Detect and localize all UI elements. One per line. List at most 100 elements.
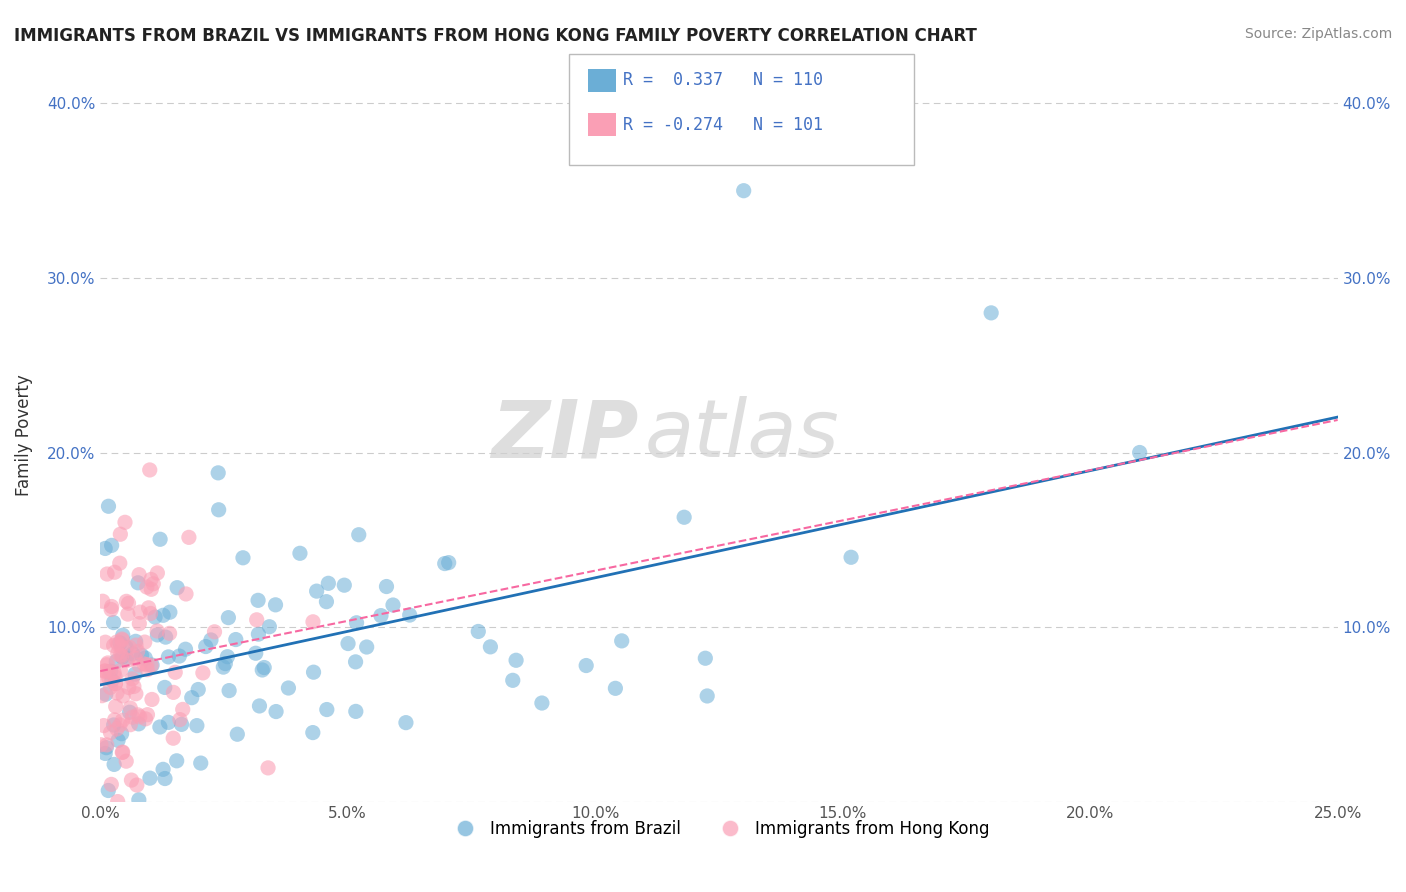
Point [104, 699, 127, 714]
Point [105, 635, 128, 649]
Point [152, 762, 174, 776]
Point [103, 615, 125, 630]
Point [115, 754, 138, 768]
Point [128, 658, 150, 673]
Point [100, 538, 122, 552]
Point [288, 546, 311, 560]
Point [128, 793, 150, 807]
Point [264, 705, 287, 719]
Point [246, 613, 269, 627]
Point [118, 640, 141, 655]
Point [207, 466, 229, 480]
Point [136, 663, 159, 677]
Point [107, 638, 129, 652]
Point [212, 660, 235, 674]
Point [127, 575, 149, 590]
Point [146, 624, 169, 638]
Point [101, 673, 124, 688]
Point [94, 541, 117, 556]
Point [100, 664, 122, 678]
Point [149, 533, 172, 547]
Point [191, 665, 214, 680]
Point [111, 632, 134, 647]
Point [125, 687, 148, 701]
Point [105, 722, 128, 736]
Point [398, 608, 420, 623]
Point [177, 530, 200, 544]
Point [370, 608, 392, 623]
Point [108, 556, 131, 570]
Point [165, 665, 187, 680]
Point [121, 672, 143, 686]
Point [128, 616, 150, 631]
Point [139, 658, 162, 673]
Point [111, 650, 134, 665]
Point [125, 638, 148, 652]
Point [143, 610, 166, 624]
Point [159, 626, 181, 640]
Point [115, 640, 138, 655]
Point [155, 630, 177, 644]
Point [157, 649, 180, 664]
Point [152, 608, 174, 623]
Point [153, 681, 176, 695]
Point [114, 516, 136, 530]
Point [94, 635, 117, 649]
Point [136, 707, 159, 722]
Legend: Immigrants from Brazil, Immigrants from Hong Kong: Immigrants from Brazil, Immigrants from … [441, 814, 997, 845]
Point [149, 720, 172, 734]
Point [97, 671, 120, 685]
Point [141, 692, 163, 706]
Point [264, 598, 287, 612]
Point [128, 567, 150, 582]
Point [247, 627, 270, 641]
Point [225, 632, 247, 647]
Point [132, 657, 155, 671]
Point [93, 670, 115, 684]
Point [214, 657, 236, 671]
Point [91, 594, 114, 608]
Point [226, 727, 249, 741]
Point [839, 550, 862, 565]
Point [100, 681, 122, 695]
Point [131, 648, 153, 663]
Point [217, 649, 239, 664]
Point [302, 615, 325, 629]
Point [356, 640, 378, 654]
Point [166, 581, 188, 595]
Point [257, 761, 280, 775]
Point [190, 756, 212, 770]
Point [135, 657, 157, 672]
Point [344, 705, 367, 719]
Point [141, 658, 163, 673]
Point [208, 502, 231, 516]
Point [118, 705, 141, 719]
Point [94, 747, 117, 761]
Point [146, 628, 169, 642]
Point [103, 718, 125, 732]
Point [100, 602, 122, 616]
Point [696, 689, 718, 703]
Point [96, 738, 118, 752]
Point [375, 580, 398, 594]
Point [110, 664, 132, 678]
Point [107, 795, 129, 809]
Point [90, 738, 112, 752]
Point [194, 640, 217, 654]
Point [180, 690, 202, 705]
Point [100, 599, 122, 614]
Point [115, 653, 138, 667]
Point [93, 664, 115, 678]
Point [395, 715, 418, 730]
Point [980, 306, 1002, 320]
Point [204, 624, 226, 639]
Point [117, 607, 139, 621]
Point [169, 713, 191, 727]
Y-axis label: Family Poverty: Family Poverty [15, 374, 32, 496]
Point [107, 733, 129, 747]
Text: Source: ZipAtlas.com: Source: ZipAtlas.com [1244, 27, 1392, 41]
Point [249, 698, 271, 713]
Point [104, 670, 127, 684]
Point [673, 510, 696, 524]
Point [302, 665, 325, 680]
